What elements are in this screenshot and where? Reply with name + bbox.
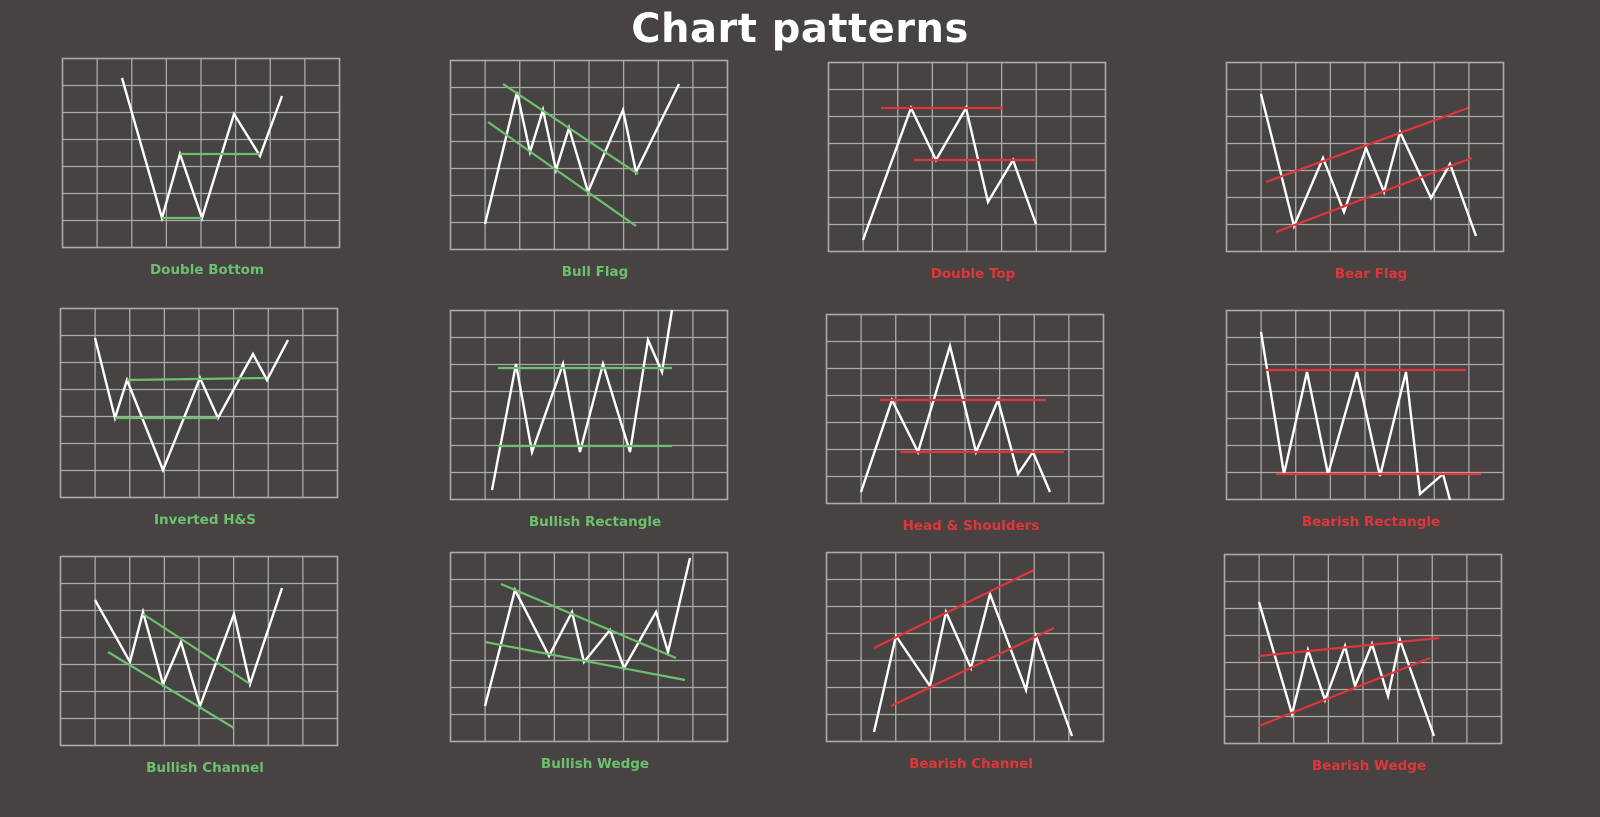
trend-line-2 <box>1275 156 1473 234</box>
pattern-chart <box>449 309 729 501</box>
pattern-chart <box>61 57 341 249</box>
grid <box>449 59 729 251</box>
pattern-label: Bullish Rectangle <box>528 514 662 530</box>
grid <box>449 551 729 743</box>
trend-line-2 <box>107 651 235 729</box>
pattern-panel-bearish-channel: Bearish Channel <box>825 551 1116 788</box>
trend-line-2 <box>890 627 1055 707</box>
trend-line-1 <box>502 83 639 175</box>
pattern-chart <box>1223 553 1503 745</box>
price-line <box>861 104 1038 241</box>
pattern-panel-bullish-channel: Bullish Channel <box>59 555 350 792</box>
pattern-label: Bullish Channel <box>146 760 264 776</box>
grid <box>449 309 729 501</box>
trend-line-1 <box>1265 106 1469 184</box>
price-line <box>483 83 681 225</box>
pattern-chart <box>827 61 1107 253</box>
pattern-panel-bullish-wedge: Bullish Wedge <box>449 551 740 788</box>
price-line <box>1259 93 1478 237</box>
price-line <box>483 557 692 707</box>
pattern-label: Bearish Wedge <box>1311 758 1427 774</box>
grid <box>825 313 1105 505</box>
pattern-panel-bearish-wedge: Bearish Wedge <box>1223 553 1514 790</box>
pattern-label: Double Top <box>930 266 1016 282</box>
trend-line-1 <box>126 376 266 382</box>
pattern-panel-bearish-rectangle: Bearish Rectangle <box>1225 309 1516 546</box>
pattern-label: Bullish Wedge <box>540 756 650 772</box>
trend-line-1 <box>500 582 677 660</box>
trend-line-1 <box>1258 636 1440 658</box>
pattern-chart <box>1225 309 1505 501</box>
price-line <box>1257 601 1436 737</box>
grid <box>825 551 1105 743</box>
trend-line-2 <box>487 121 637 227</box>
pattern-panel-bull-flag: Bull Flag <box>449 59 740 296</box>
pattern-panel-bear-flag: Bear Flag <box>1225 61 1516 298</box>
price-line <box>490 309 674 491</box>
pattern-chart <box>825 551 1105 743</box>
pattern-panel-bullish-rectangle: Bullish Rectangle <box>449 309 740 546</box>
price-line <box>93 337 290 474</box>
grid <box>1225 61 1505 253</box>
pattern-panel-inverted-hands: Inverted H&S <box>59 307 350 544</box>
pattern-label: Double Bottom <box>149 262 265 278</box>
price-line <box>93 587 284 710</box>
pattern-chart <box>449 59 729 251</box>
price-line <box>120 77 284 223</box>
grid <box>827 61 1107 253</box>
trend-line-1 <box>873 569 1035 649</box>
pattern-panel-double-bottom: Double Bottom <box>61 57 352 294</box>
pattern-panel-double-top: Double Top <box>827 61 1118 298</box>
pattern-chart <box>59 555 339 747</box>
grid <box>59 555 339 747</box>
price-line <box>1259 331 1452 501</box>
trend-line-1 <box>142 613 251 685</box>
pattern-chart <box>449 551 729 743</box>
pattern-label: Bearish Rectangle <box>1301 514 1441 530</box>
pattern-label: Head & Shoulders <box>902 518 1040 534</box>
pattern-chart <box>825 313 1105 505</box>
pattern-label: Bull Flag <box>561 264 629 280</box>
pattern-chart <box>1225 61 1505 253</box>
pattern-panel-head-and-shoulders: Head & Shoulders <box>825 313 1116 550</box>
page-title: Chart patterns <box>631 6 969 52</box>
pattern-label: Bear Flag <box>1334 266 1408 282</box>
pattern-chart <box>59 307 339 499</box>
pattern-label: Bearish Channel <box>909 756 1033 772</box>
grid <box>59 307 339 499</box>
grid <box>1223 553 1503 745</box>
trend-line-2 <box>1258 656 1431 728</box>
trend-line-2 <box>484 640 686 682</box>
pattern-label: Inverted H&S <box>153 512 256 528</box>
